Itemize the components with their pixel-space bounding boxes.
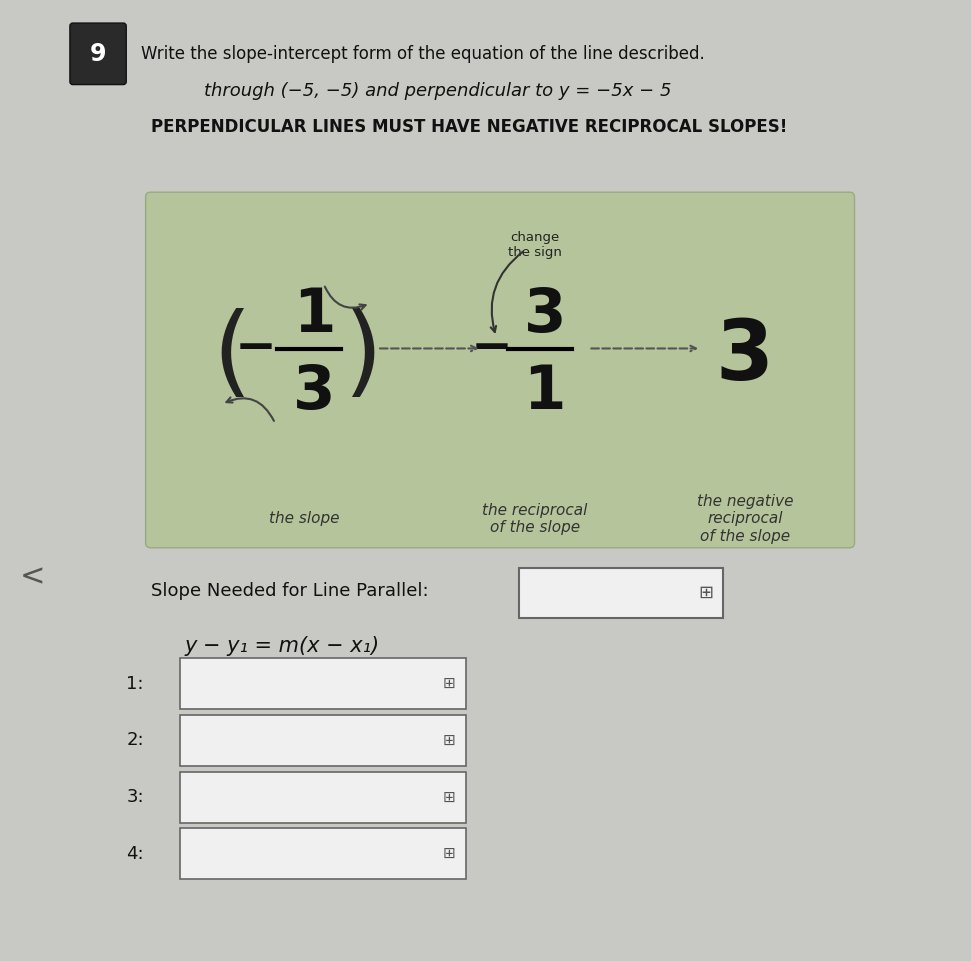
Text: ⊞: ⊞ (442, 733, 455, 748)
Text: ⊞: ⊞ (442, 790, 455, 804)
FancyBboxPatch shape (180, 715, 466, 766)
Text: 3:: 3: (126, 788, 144, 806)
Text: 9: 9 (90, 42, 106, 65)
Text: −: − (470, 325, 513, 373)
Text: the negative
reciprocal
of the slope: the negative reciprocal of the slope (696, 494, 793, 544)
Text: 1: 1 (293, 286, 335, 345)
Text: 1: 1 (523, 363, 566, 422)
Text: 1:: 1: (126, 675, 144, 693)
Text: the reciprocal
of the slope: the reciprocal of the slope (483, 503, 587, 535)
Text: through (−5, −5) and perpendicular to y = −5x − 5: through (−5, −5) and perpendicular to y … (204, 83, 671, 100)
Text: ⊞: ⊞ (442, 847, 455, 861)
Text: y − y₁ = m(x − x₁): y − y₁ = m(x − x₁) (184, 636, 380, 655)
FancyBboxPatch shape (180, 828, 466, 879)
Text: ⊞: ⊞ (698, 584, 714, 602)
Text: 3: 3 (523, 286, 566, 345)
Text: 4:: 4: (126, 845, 144, 863)
FancyBboxPatch shape (180, 772, 466, 823)
Text: ): ) (343, 308, 382, 405)
Text: 3: 3 (716, 315, 774, 397)
FancyBboxPatch shape (519, 568, 723, 618)
FancyBboxPatch shape (70, 23, 126, 85)
Text: change
the sign: change the sign (508, 231, 562, 259)
Text: (: ( (212, 308, 251, 405)
Text: PERPENDICULAR LINES MUST HAVE NEGATIVE RECIPROCAL SLOPES!: PERPENDICULAR LINES MUST HAVE NEGATIVE R… (151, 118, 787, 136)
FancyBboxPatch shape (146, 192, 854, 548)
Text: Slope Needed for Line Parallel:: Slope Needed for Line Parallel: (151, 582, 428, 600)
Text: −: − (235, 325, 277, 373)
FancyBboxPatch shape (180, 658, 466, 709)
Text: ⊞: ⊞ (442, 677, 455, 691)
Text: the slope: the slope (269, 511, 340, 527)
Text: 2:: 2: (126, 731, 144, 750)
Text: Write the slope-intercept form of the equation of the line described.: Write the slope-intercept form of the eq… (141, 45, 705, 62)
Text: <: < (19, 562, 45, 591)
Text: 3: 3 (293, 363, 335, 422)
